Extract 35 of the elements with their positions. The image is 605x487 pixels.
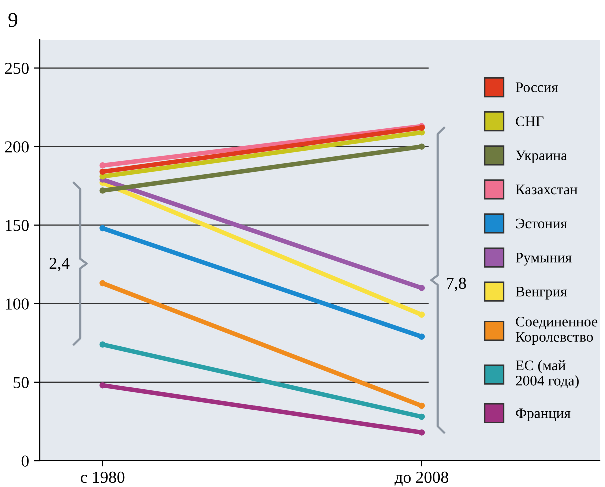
annotation: 2,4 [50, 258, 70, 272]
legend-label: СНГ [516, 116, 544, 126]
point [100, 188, 106, 194]
legend-label: Украина [516, 150, 568, 164]
y-tick-label: 250 [5, 62, 29, 74]
point [418, 144, 426, 150]
point [418, 402, 426, 410]
y-tick-label: 50 [14, 377, 29, 388]
x-tick-label: до 2008 [394, 472, 448, 486]
point [418, 312, 426, 318]
point [100, 342, 106, 348]
point [418, 285, 426, 292]
y-tick-label: 150 [6, 220, 29, 232]
legend-label: Казахстан [516, 184, 578, 195]
point [100, 280, 106, 287]
y-tick-label: 100 [6, 298, 29, 310]
legend-label: Эстония [516, 218, 568, 229]
text: 9 [8, 13, 18, 28]
point [100, 382, 106, 389]
point [418, 414, 426, 420]
point [100, 168, 106, 176]
point [418, 334, 426, 340]
legend-label: Венгрия [516, 287, 568, 300]
y-tick-label: 0 [22, 456, 29, 467]
y-tick-label: 200 [5, 142, 29, 153]
legend-label: Россия [516, 82, 558, 92]
text: 7,8 [447, 278, 466, 292]
point [100, 162, 106, 169]
legend-label: ЕС (май 2004 года) [516, 360, 579, 389]
point [418, 430, 426, 436]
legend-label: Румыния [516, 253, 572, 266]
x-tick-label: с 1980 [81, 472, 125, 484]
legend-label: Франция [516, 408, 571, 422]
legend-label: Соединенное Королевство [516, 316, 598, 345]
point [100, 225, 106, 232]
